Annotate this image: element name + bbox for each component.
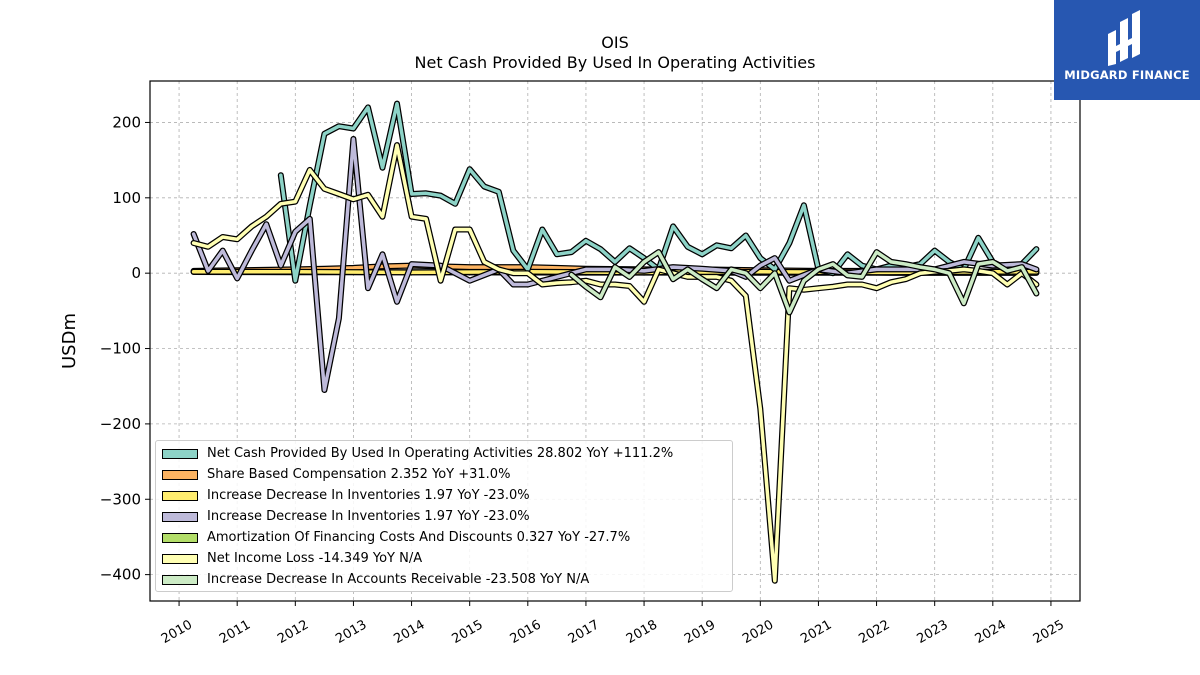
x-tick-label: 2019 <box>682 617 718 647</box>
series-line-3 <box>190 136 1040 393</box>
legend-label: Amortization Of Financing Costs And Disc… <box>207 530 631 545</box>
x-axis: 2010 2011 2012 2013 2014 2015 2016 2017 2018 2019… <box>159 601 1067 647</box>
legend-swatch <box>162 553 198 564</box>
y-axis: 200 100 0 −100 −200 −300 −400 <box>100 113 150 584</box>
x-tick-label: 2018 <box>624 617 660 647</box>
legend-item: Increase Decrease In Accounts Receivable… <box>162 569 726 590</box>
legend-swatch <box>162 532 198 543</box>
y-tick-label: −400 <box>100 566 141 584</box>
legend-swatch <box>162 448 198 459</box>
x-tick-label: 2014 <box>391 617 427 647</box>
legend-swatch <box>162 511 198 522</box>
legend-label: Share Based Compensation 2.352 YoY +31.0… <box>207 467 511 482</box>
series-path <box>191 143 1039 583</box>
y-tick-label: −200 <box>100 415 141 433</box>
legend-label: Net Income Loss -14.349 YoY N/A <box>207 551 423 566</box>
brand-logo: MIDGARD FINANCE <box>1054 0 1200 100</box>
series-path <box>191 137 1039 392</box>
legend-label: Increase Decrease In Inventories 1.97 Yo… <box>207 488 530 503</box>
legend-swatch <box>162 574 198 585</box>
y-tick-label: 100 <box>112 189 141 207</box>
x-tick-label: 2011 <box>217 617 253 647</box>
series-line-5 <box>190 142 1040 584</box>
x-tick-label: 2023 <box>915 617 951 647</box>
y-tick-label: −300 <box>100 490 141 508</box>
x-tick-label: 2016 <box>508 617 544 647</box>
chart-title: OIS <box>601 33 628 52</box>
legend-label: Net Cash Provided By Used In Operating A… <box>207 446 674 461</box>
chart-legend: Net Cash Provided By Used In Operating A… <box>155 440 733 592</box>
brand-name: MIDGARD FINANCE <box>1064 68 1190 82</box>
series-line-6 <box>568 249 1040 316</box>
y-tick-label: −100 <box>100 340 141 358</box>
x-tick-label: 2020 <box>740 617 776 647</box>
series-path <box>569 250 1039 315</box>
legend-swatch <box>162 490 198 501</box>
x-tick-label: 2013 <box>333 617 369 647</box>
y-axis-label: USDm <box>59 313 80 369</box>
legend-item: Increase Decrease In Inventories 1.97 Yo… <box>162 506 726 527</box>
x-tick-label: 2010 <box>159 617 195 647</box>
series-layer <box>190 100 1040 584</box>
y-tick-label: 200 <box>112 113 141 131</box>
legend-label: Increase Decrease In Inventories 1.97 Yo… <box>207 509 530 524</box>
plot-frame <box>149 80 1081 602</box>
legend-item: Increase Decrease In Inventories 1.97 Yo… <box>162 485 726 506</box>
x-tick-label: 2012 <box>275 617 311 647</box>
legend-item: Net Income Loss -14.349 YoY N/A <box>162 548 726 569</box>
x-tick-label: 2025 <box>1031 617 1067 647</box>
x-tick-label: 2015 <box>450 617 486 647</box>
x-tick-label: 2024 <box>973 617 1009 647</box>
x-tick-label: 2022 <box>856 617 892 647</box>
legend-item: Net Cash Provided By Used In Operating A… <box>162 443 726 464</box>
x-tick-label: 2017 <box>566 617 602 647</box>
legend-item: Amortization Of Financing Costs And Disc… <box>162 527 726 548</box>
legend-swatch <box>162 469 198 480</box>
y-tick-label: 0 <box>131 264 141 282</box>
x-tick-label: 2021 <box>798 617 834 647</box>
legend-label: Increase Decrease In Accounts Receivable… <box>207 572 590 587</box>
chart-subtitle: Net Cash Provided By Used In Operating A… <box>415 53 816 72</box>
midgard-logo-icon <box>1108 10 1140 66</box>
legend-item: Share Based Compensation 2.352 YoY +31.0… <box>162 464 726 485</box>
